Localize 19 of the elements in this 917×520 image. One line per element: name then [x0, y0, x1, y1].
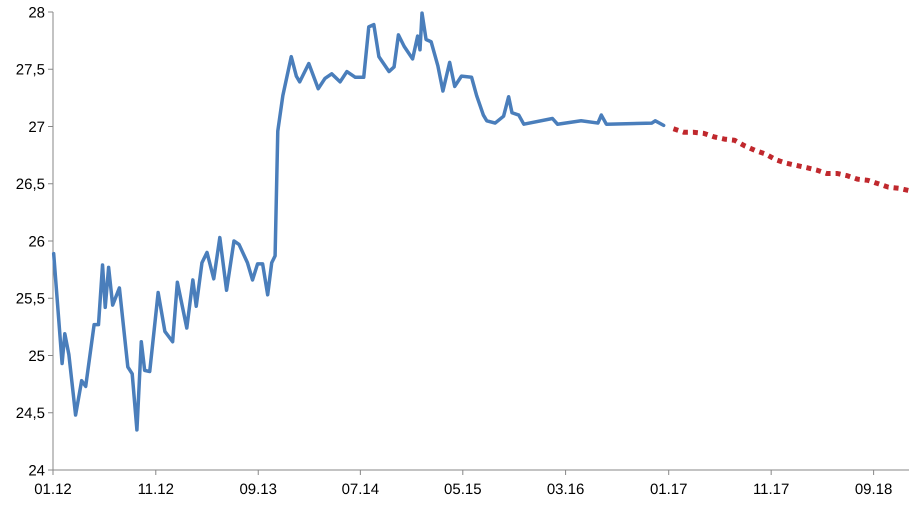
x-tick-label: 01.17 [650, 481, 688, 498]
y-tick-label: 27 [28, 118, 45, 136]
y-tick-label: 27,5 [16, 62, 45, 78]
x-tick-label: 05.15 [444, 481, 482, 498]
x-tick-label: 07.14 [342, 481, 380, 498]
y-tick-label: 26,5 [16, 176, 45, 193]
x-tick-label: 01.12 [34, 481, 72, 498]
x-tick-label: 09.13 [239, 481, 278, 498]
y-tick-label: 24 [28, 462, 45, 480]
y-tick-label: 25,5 [16, 290, 45, 308]
y-tick-label: 24,5 [16, 405, 45, 422]
x-tick-label: 09.18 [854, 481, 892, 498]
line-series [52, 11, 666, 432]
y-tick-label: 25 [28, 348, 45, 365]
y-tick-label: 28 [28, 4, 45, 22]
x-tick-label: 11.17 [752, 481, 790, 498]
x-tick-label: 03.16 [546, 481, 584, 498]
x-tick-label: 11.12 [138, 481, 174, 498]
y-tick-label: 26 [28, 233, 45, 250]
